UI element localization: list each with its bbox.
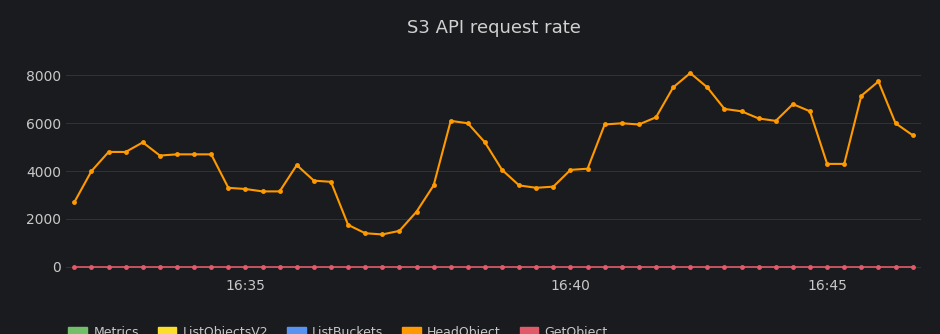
Title: S3 API request rate: S3 API request rate <box>407 19 580 37</box>
Legend: Metrics, ListObjectsV2, ListBuckets, HeadObject, GetObject: Metrics, ListObjectsV2, ListBuckets, Hea… <box>64 321 613 334</box>
